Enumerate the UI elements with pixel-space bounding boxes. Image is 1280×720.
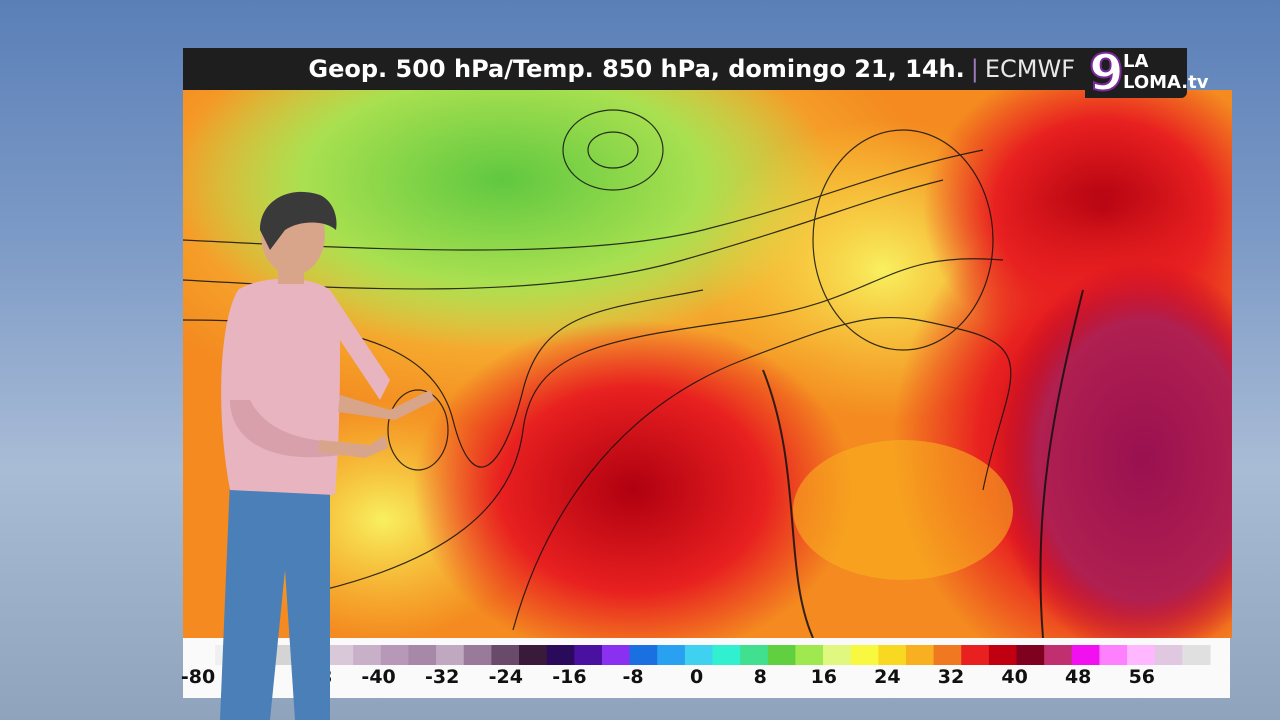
- colorbar-label: -80: [180, 666, 216, 688]
- logo-text: LOMA.tv: [1123, 72, 1209, 93]
- presenter: [220, 191, 435, 720]
- weather-map: [183, 90, 1232, 638]
- colorbar-label: 40: [1001, 666, 1028, 688]
- channel-logo: 9 LA LOMA.tv: [1085, 43, 1208, 103]
- colorbar-label: 24: [874, 666, 901, 688]
- colorbar-label: 8: [753, 666, 767, 688]
- logo-number: 9: [1088, 43, 1125, 103]
- colorbar-label: 0: [689, 666, 704, 688]
- title: Geop. 500 hPa/Temp. 850 hPa, domingo 21,…: [308, 55, 965, 83]
- colorbar-label: -32: [425, 666, 460, 688]
- colorbar-label: -40: [361, 666, 396, 688]
- colorbar-label: 56: [1128, 666, 1156, 688]
- colorbar-label: -8: [622, 666, 644, 688]
- colorbar-label: 16: [810, 666, 838, 688]
- title-bar: Geop. 500 hPa/Temp. 850 hPa, domingo 21,…: [183, 48, 1085, 90]
- logo-text: LA: [1123, 51, 1149, 72]
- source: ECMWF: [984, 55, 1075, 83]
- colorbar-label: 48: [1064, 666, 1092, 688]
- separator: |: [970, 55, 979, 83]
- colorbar-label: -16: [552, 666, 587, 688]
- colorbar-label: 32: [937, 666, 965, 688]
- colorbar-label: -24: [488, 666, 523, 688]
